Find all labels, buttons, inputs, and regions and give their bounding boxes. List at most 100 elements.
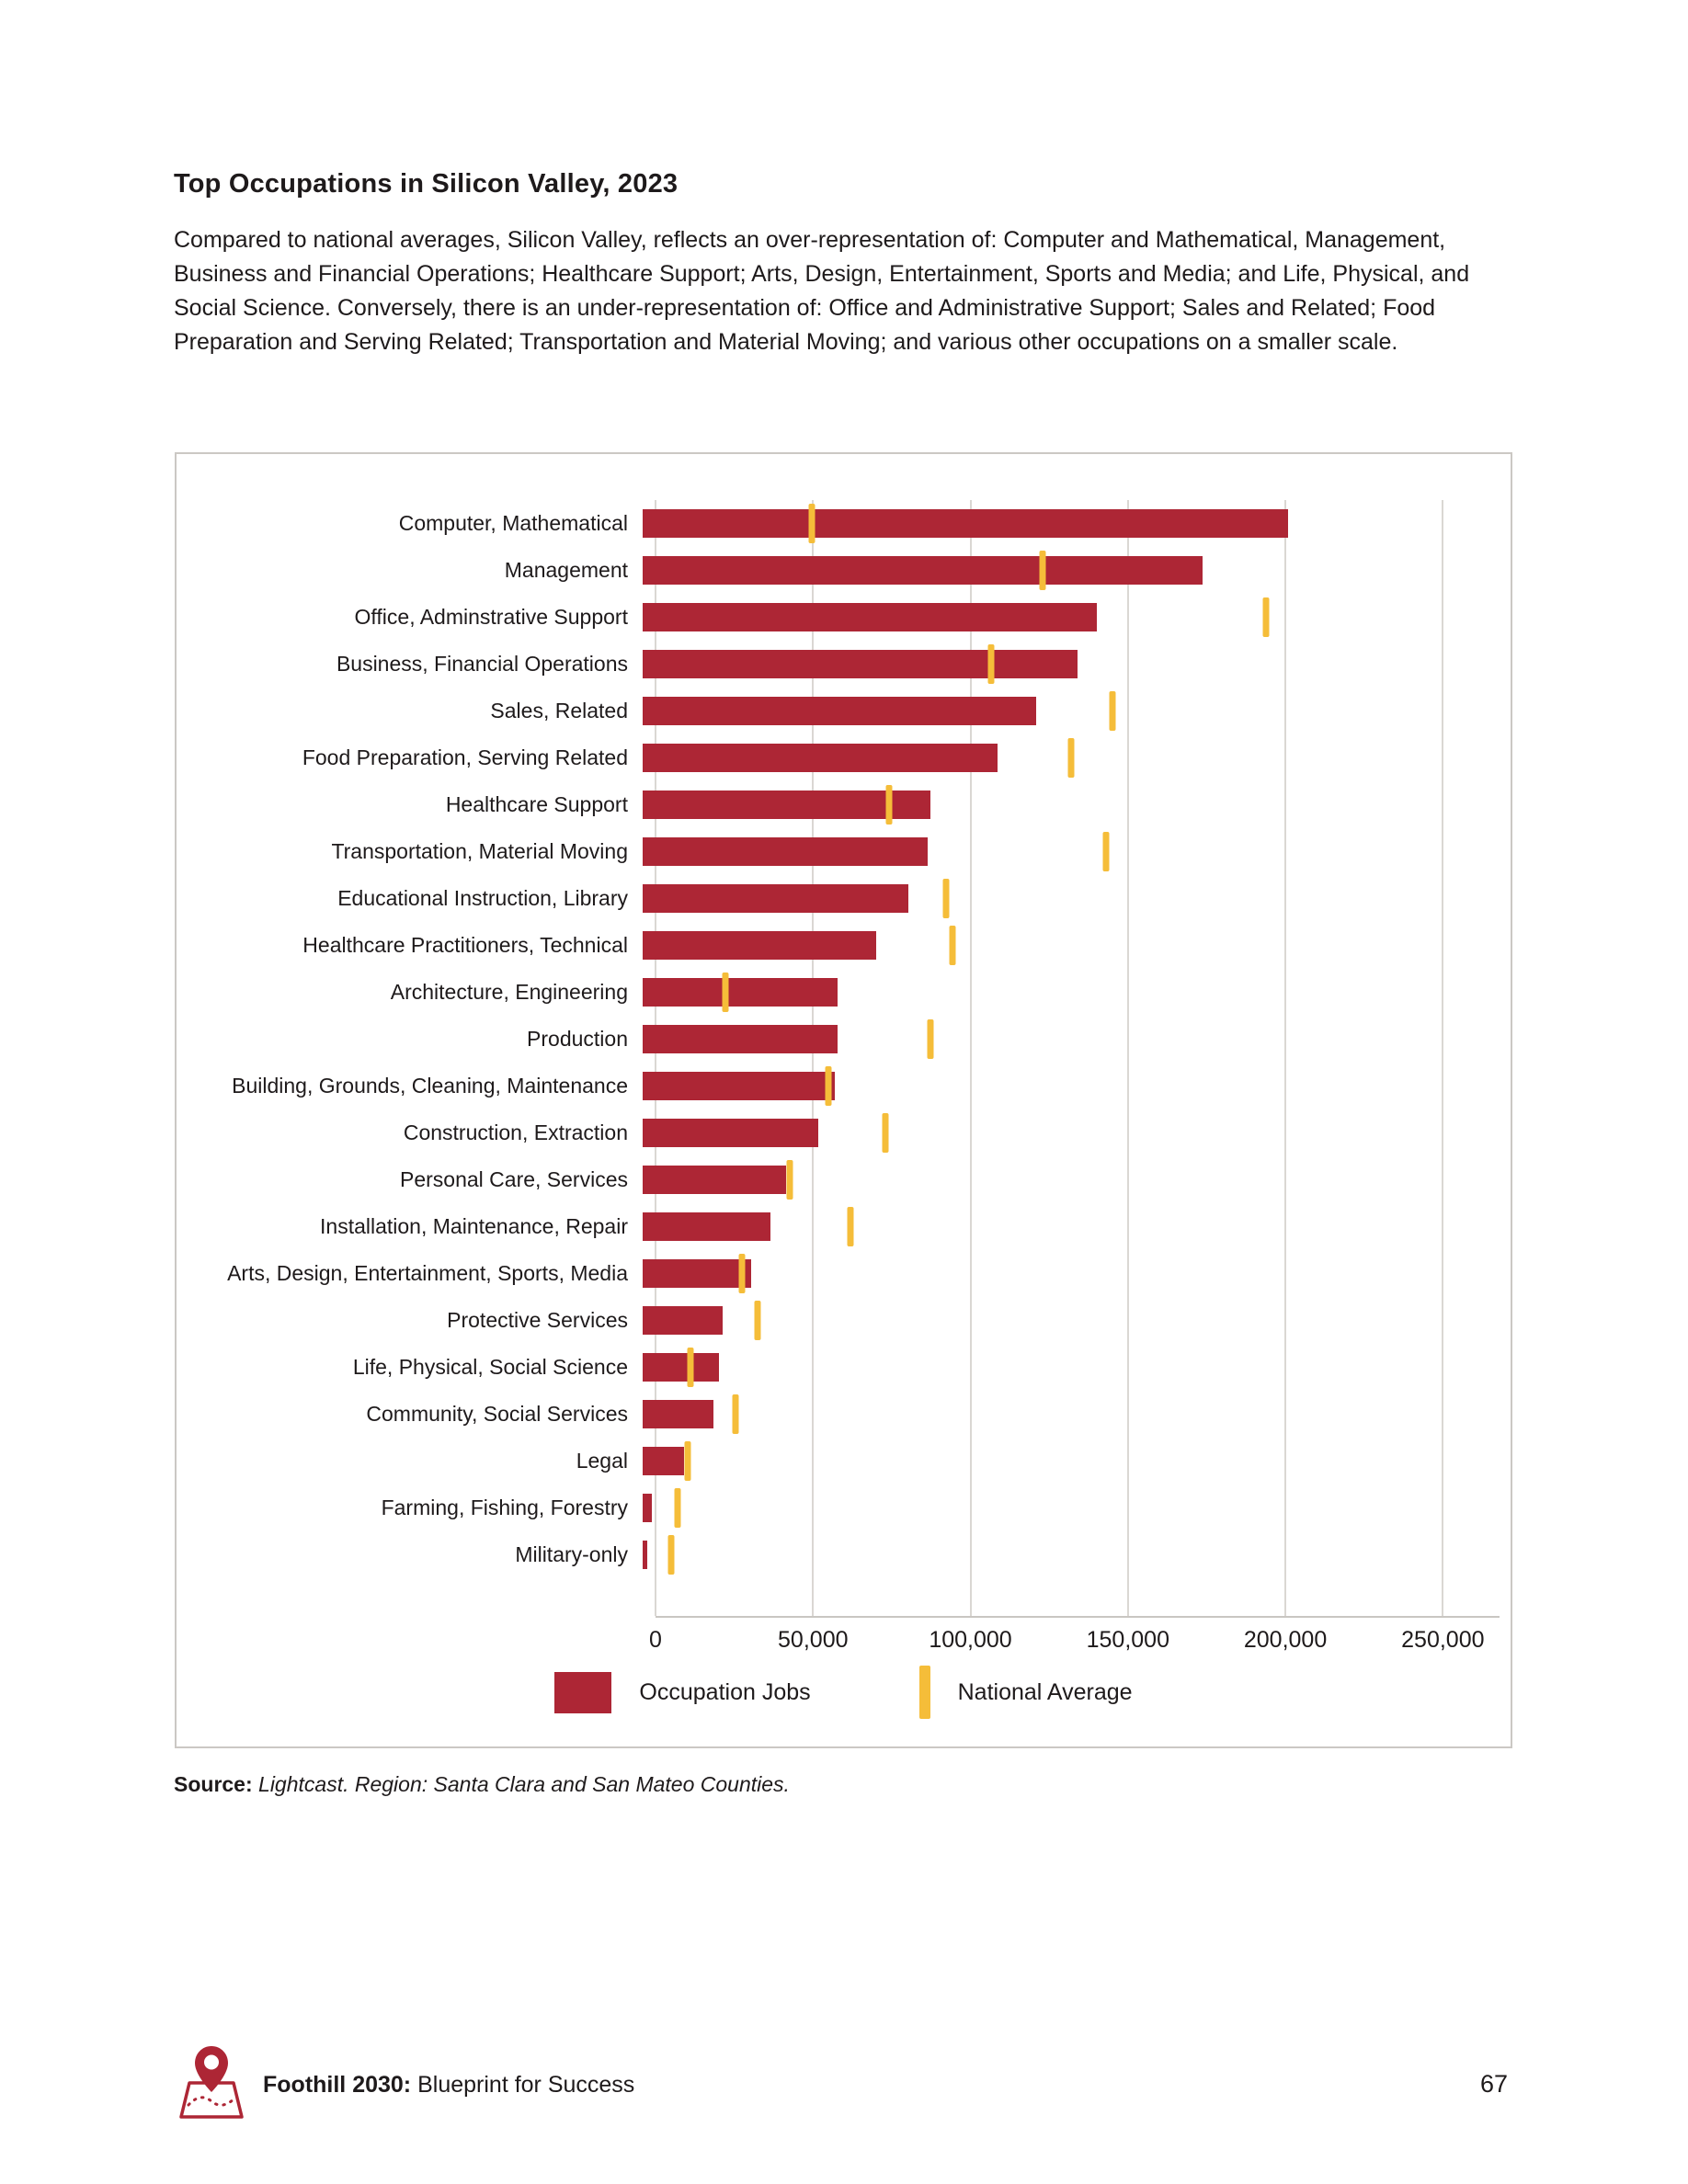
occupation-jobs-bar: [643, 978, 838, 1007]
chart-row: Life, Physical, Social Science: [188, 1344, 1500, 1391]
category-label: Military-only: [515, 1542, 628, 1566]
source-label: Source:: [174, 1772, 253, 1796]
x-axis-tick-label: 50,000: [778, 1627, 849, 1653]
category-label: Life, Physical, Social Science: [352, 1355, 628, 1379]
footer-brand: Foothill 2030: Blueprint for Success: [263, 2072, 634, 2099]
category-label: Farming, Fishing, Forestry: [381, 1496, 628, 1519]
footer-brand-rest: Blueprint for Success: [417, 2072, 635, 2098]
bar-track: [643, 688, 1500, 734]
category-label: Office, Adminstrative Support: [354, 605, 628, 629]
occupation-jobs-bar: [643, 1119, 819, 1147]
national-average-swatch: [918, 1666, 930, 1719]
bar-track: [643, 1250, 1500, 1297]
national-average-tick: [674, 1488, 681, 1528]
occupation-jobs-bar: [643, 1212, 771, 1241]
bar-track: [643, 594, 1500, 641]
legend-item-national-average: National Average: [918, 1666, 1133, 1719]
national-average-tick: [667, 1535, 675, 1575]
bar-track: [643, 1438, 1500, 1484]
page-number: 67: [1479, 2070, 1508, 2098]
x-axis-tick-label: 150,000: [1086, 1627, 1169, 1653]
chart-row: Healthcare Support: [188, 781, 1500, 828]
national-average-tick: [1039, 551, 1046, 590]
occupation-jobs-swatch: [554, 1671, 612, 1713]
national-average-tick: [927, 1019, 934, 1059]
bar-track: [643, 1484, 1500, 1531]
occupation-jobs-bar: [643, 931, 876, 960]
chart-row: Legal: [188, 1438, 1500, 1484]
occupation-jobs-bar: [643, 1400, 713, 1428]
national-average-tick: [942, 879, 950, 918]
national-average-tick: [732, 1394, 739, 1434]
chart-row: Protective Services: [188, 1297, 1500, 1344]
chart-row: Educational Instruction, Library: [188, 875, 1500, 922]
bar-track: [643, 1344, 1500, 1391]
chart-row: Office, Adminstrative Support: [188, 594, 1500, 641]
bar-track: [643, 781, 1500, 828]
bar-track: [643, 1391, 1500, 1438]
chart: Computer, Mathematical Management Office, …: [188, 500, 1500, 1618]
bar-track: [643, 1203, 1500, 1250]
national-average-tick: [1067, 738, 1075, 778]
national-average-tick: [687, 1348, 694, 1387]
occupation-jobs-bar: [643, 650, 1078, 678]
national-average-tick: [847, 1207, 854, 1246]
national-average-tick: [1102, 832, 1110, 871]
bar-track: [643, 547, 1500, 594]
legend-item-occupation-jobs: Occupation Jobs: [554, 1671, 811, 1713]
x-axis-tick-label: 0: [649, 1627, 662, 1653]
bar-track: [643, 969, 1500, 1016]
occupation-jobs-bar: [643, 1541, 648, 1569]
category-label: Healthcare Practitioners, Technical: [302, 933, 628, 957]
chart-row: Business, Financial Operations: [188, 641, 1500, 688]
national-average-tick: [684, 1441, 691, 1481]
bar-track: [643, 500, 1500, 547]
category-label: Personal Care, Services: [400, 1167, 628, 1191]
category-label: Installation, Maintenance, Repair: [320, 1214, 628, 1238]
intro-paragraph: Compared to national averages, Silicon V…: [174, 227, 1470, 355]
chart-row: Computer, Mathematical: [188, 500, 1500, 547]
category-label: Building, Grounds, Cleaning, Maintenance: [232, 1074, 628, 1098]
legend-label-national-average: National Average: [957, 1678, 1133, 1705]
chart-row: Building, Grounds, Cleaning, Maintenance: [188, 1063, 1500, 1109]
national-average-tick: [949, 926, 956, 965]
footer-brand-bold: Foothill 2030:: [263, 2072, 412, 2098]
category-label: Educational Instruction, Library: [337, 886, 628, 910]
x-axis-tick-label: 250,000: [1401, 1627, 1485, 1653]
national-average-tick: [786, 1160, 793, 1200]
chart-rows: Computer, Mathematical Management Office, …: [188, 500, 1500, 1578]
plot-gridlines: [655, 500, 1500, 1618]
bar-track: [643, 875, 1500, 922]
bar-track: [643, 1063, 1500, 1109]
gridline: [1284, 500, 1287, 1616]
occupation-jobs-bar: [643, 837, 928, 866]
chart-row: Personal Care, Services: [188, 1156, 1500, 1203]
national-average-tick: [987, 644, 995, 684]
occupation-jobs-bar: [643, 1494, 653, 1522]
chart-row: Arts, Design, Entertainment, Sports, Med…: [188, 1250, 1500, 1297]
page-title: Top Occupations in Silicon Valley, 2023: [174, 169, 679, 199]
chart-panel: Computer, Mathematical Management Office, …: [175, 452, 1512, 1748]
occupation-jobs-bar: [643, 1025, 838, 1053]
gridline: [969, 500, 972, 1616]
national-average-tick: [825, 1066, 832, 1106]
occupation-jobs-bar: [643, 744, 998, 772]
chart-row: Community, Social Services: [188, 1391, 1500, 1438]
chart-row: Healthcare Practitioners, Technical: [188, 922, 1500, 969]
occupation-jobs-bar: [643, 603, 1097, 631]
gridline: [812, 500, 815, 1616]
national-average-tick: [808, 504, 815, 543]
occupation-jobs-bar: [643, 1353, 720, 1382]
occupation-jobs-bar: [643, 1306, 723, 1335]
chart-row: Farming, Fishing, Forestry: [188, 1484, 1500, 1531]
x-axis-tick-label: 200,000: [1243, 1627, 1328, 1653]
category-label: Arts, Design, Entertainment, Sports, Med…: [227, 1261, 628, 1285]
chart-legend: Occupation Jobs National Average: [177, 1666, 1511, 1719]
national-average-tick: [722, 973, 729, 1012]
occupation-jobs-bar: [643, 1259, 752, 1288]
x-axis-tick-label: 100,000: [929, 1627, 1012, 1653]
map-pin-logo-icon: [179, 2046, 244, 2119]
category-label: Computer, Mathematical: [398, 511, 628, 535]
chart-row: Management: [188, 547, 1500, 594]
